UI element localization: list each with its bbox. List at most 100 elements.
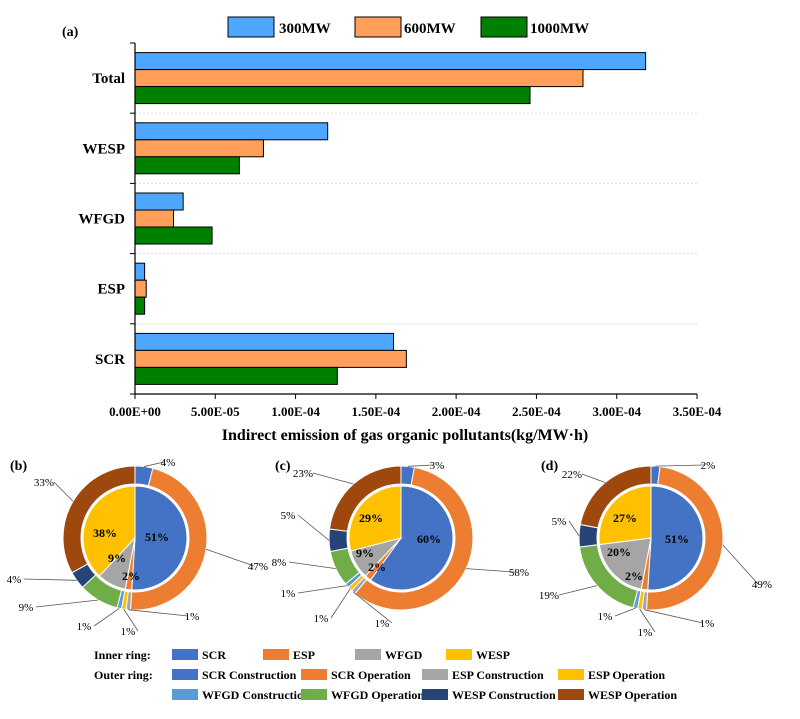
inner-slice-scr: [647, 485, 704, 591]
pie-legend-items: SCR ESP WFGD WESP SCR Construction SCR Operat…: [172, 648, 677, 702]
outer-label-wfgd-construction: 1%: [598, 611, 613, 623]
bar-legend: 300MW 600MW 1000MW: [227, 16, 589, 38]
legend-swatch-wfgd-construction: [172, 689, 198, 700]
bar-total-600mw: [134, 69, 584, 88]
legend-swatch-wesp: [446, 649, 472, 660]
outer-label-wfgd-construction: 1%: [77, 621, 92, 633]
x-tick-label: 2.00E-04: [432, 404, 481, 419]
leader-line: [644, 609, 704, 624]
legend-label-600mw: 600MW: [404, 21, 456, 37]
inner-slice-scr: [369, 485, 454, 591]
inner-slice-scr: [131, 485, 188, 591]
leader-line: [353, 591, 393, 624]
bar-esp-300mw: [134, 262, 146, 281]
legend-swatch-wesp-construction: [422, 689, 448, 700]
bar-wesp-300mw: [134, 122, 329, 141]
panel-label: (b): [10, 459, 27, 474]
pie-legend: Inner ring: Outer ring: SCR ESP WFGD WESPSC…: [94, 648, 677, 702]
x-tick-label: 1.50E-04: [351, 404, 400, 419]
legend-swatch-600mw: [354, 16, 402, 38]
outer-label-wesp-construction: 5%: [552, 516, 567, 528]
x-axis-label: Indirect emission of gas organic polluta…: [222, 427, 588, 444]
legend-swatch-wfgd-operation: [301, 689, 327, 700]
bar-esp-1000mw: [134, 296, 146, 315]
outer-label-wfgd-construction: 1%: [281, 588, 296, 600]
leader-line: [297, 514, 330, 541]
bar-esp-600mw: [134, 279, 147, 298]
x-tick-label: 3.00E-04: [592, 404, 641, 419]
pie-panel-d: (d) 51% 2% 20% 27% 2% 49% 1% 1% 1% 19% 5% 22%: [539, 459, 772, 639]
leader-line: [23, 578, 77, 581]
category-label-wfgd: WFGD: [78, 212, 125, 228]
x-tick-label: 0.00E+00: [109, 404, 161, 419]
legend-swatch-wfgd: [355, 649, 381, 660]
outer-ring-title: Outer ring:: [94, 668, 153, 682]
inner-label-wesp: 27%: [613, 511, 637, 525]
legend-label-wfgd-operation: WFGD Operation: [331, 688, 424, 702]
category-label-total: Total: [92, 71, 125, 87]
leader-line: [288, 561, 336, 570]
inner-slice-wesp: [348, 485, 402, 552]
outer-slice-wesp-construction: [578, 523, 599, 548]
legend-swatch-scr: [172, 649, 198, 660]
leader-line: [143, 461, 165, 467]
outer-slice-wesp-operation: [62, 465, 136, 574]
inner-ring-title: Inner ring:: [94, 648, 151, 662]
panel-label: (d): [541, 459, 558, 474]
x-tick-label: 5.00E-05: [191, 404, 240, 419]
outer-label-wfgd-operation: 19%: [539, 590, 559, 602]
inner-label-esp: 2%: [122, 569, 140, 583]
bar-marks: [134, 52, 647, 385]
legend-swatch-scr-construction: [172, 669, 198, 680]
leader-line: [93, 607, 120, 627]
legend-label-esp-construction: ESP Construction: [452, 668, 544, 682]
panel-label: (c): [275, 459, 291, 474]
inner-label-wesp: 29%: [359, 511, 383, 525]
inner-label-wfgd: 9%: [108, 551, 126, 565]
bar-total-300mw: [134, 52, 647, 71]
category-labels: Total WESP WFGD ESP SCR: [78, 71, 125, 368]
leader-line: [639, 608, 656, 633]
inner-slice-wesp: [82, 485, 136, 577]
legend-swatch-scr-operation: [301, 669, 327, 680]
pie-panel-c: (c) 60% 2%9% 29% 3% 58% 1% 1% 1% 8% 5% 23%: [272, 459, 529, 630]
outer-label-scr-construction: 4%: [161, 457, 176, 469]
outer-label-scr-construction: 2%: [701, 460, 716, 472]
leader-line: [581, 473, 606, 483]
outer-label-esp-construction: 1%: [375, 618, 390, 630]
leader-line: [722, 544, 759, 585]
outer-label-scr-operation: 58%: [509, 567, 529, 579]
leader-line: [558, 585, 598, 596]
legend-swatch-1000mw: [480, 16, 528, 38]
outer-label-wesp-operation: 23%: [293, 468, 313, 480]
legend-swatch-wesp-operation: [558, 689, 584, 700]
leader-line: [128, 609, 189, 617]
bar-wesp-600mw: [134, 139, 264, 158]
leader-line: [407, 464, 434, 467]
legend-label-1000mw: 1000MW: [530, 21, 589, 37]
bar-axes: [130, 42, 698, 399]
outer-label-esp-operation: 1%: [638, 627, 653, 639]
panel-label-a: (a): [62, 25, 79, 40]
inner-slice-wfgd: [598, 537, 652, 590]
outer-label-esp-construction: 1%: [700, 618, 715, 630]
category-label-wesp: WESP: [82, 141, 125, 157]
bar-total-1000mw: [134, 86, 531, 105]
outer-slice-wesp-construction: [328, 528, 349, 553]
outer-label-scr-construction: 3%: [430, 460, 445, 472]
inner-label-wesp: 38%: [93, 526, 117, 540]
legend-label-scr: SCR: [202, 648, 226, 662]
leader-line: [297, 585, 348, 594]
outer-label-wesp-operation: 33%: [34, 477, 54, 489]
leader-line: [655, 464, 705, 467]
leader-line: [35, 599, 99, 608]
inner-slice-wesp: [598, 485, 652, 546]
bar-chart-panel: (a) 300MW 600MW 1000MW Total WESP WFGD ESP S…: [62, 16, 722, 444]
legend-label-300mw: 300MW: [279, 21, 331, 37]
pie-panel-b: (b) 51% 2% 9% 38% 4% 47% 1% 1% 1% 9% 4% 33%: [7, 457, 268, 638]
legend-swatch-300mw: [227, 16, 275, 38]
outer-label-esp-construction: 1%: [185, 611, 200, 623]
legend-label-wfgd: WFGD: [385, 648, 423, 662]
outer-label-wfgd-operation: 9%: [19, 602, 34, 614]
inner-label-scr: 51%: [145, 530, 169, 544]
